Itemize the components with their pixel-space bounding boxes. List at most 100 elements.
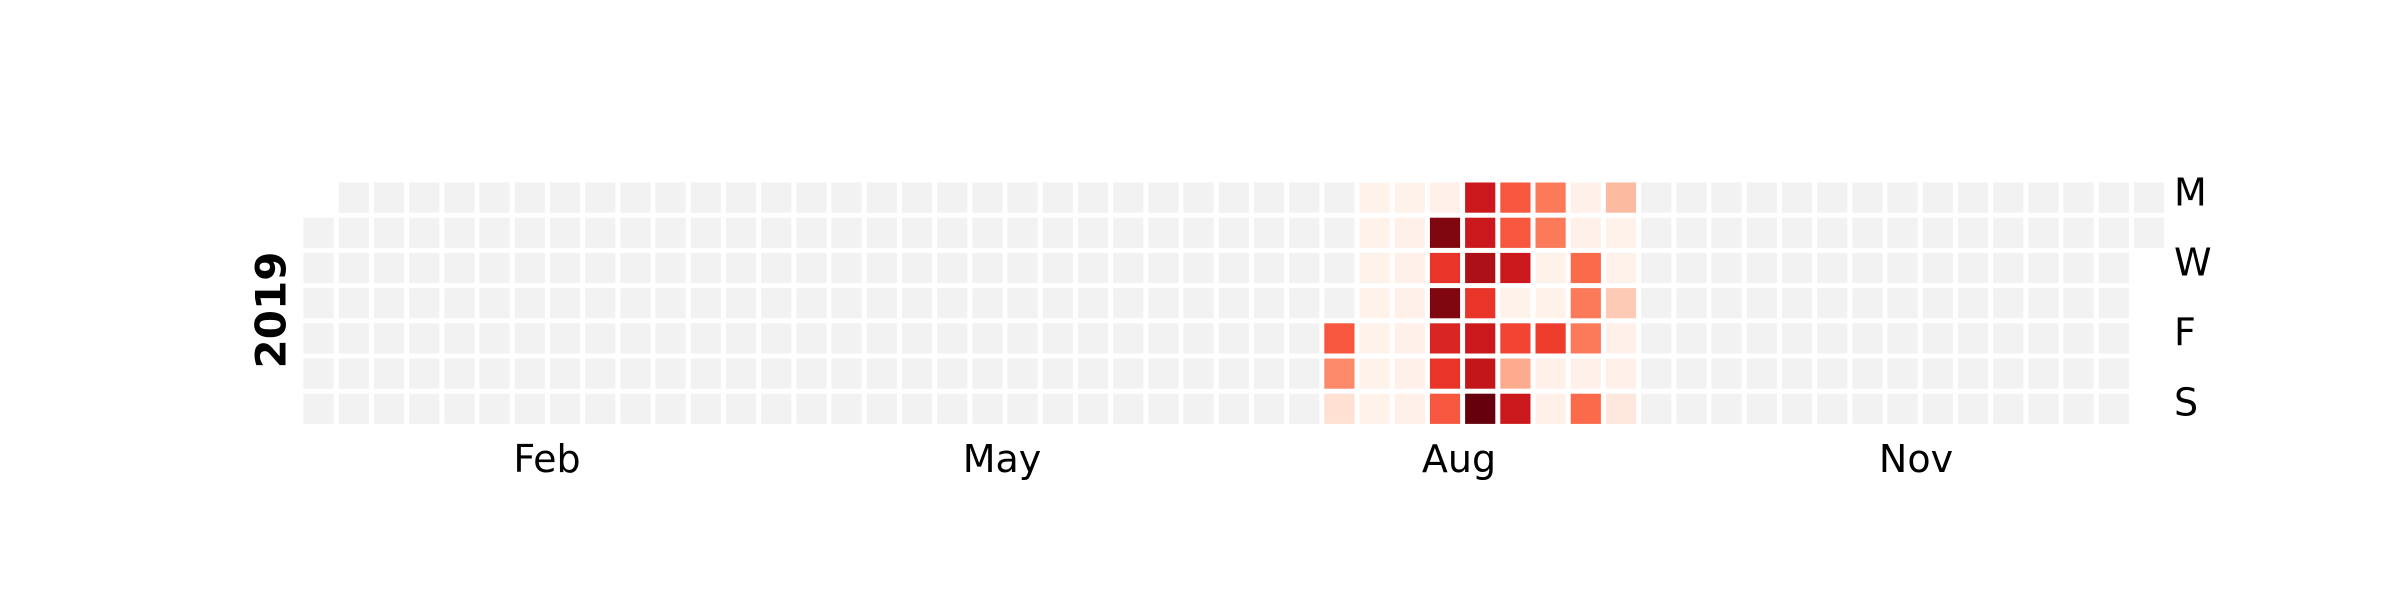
heatmap-cell: [1182, 322, 1215, 355]
heatmap-cell: [689, 287, 722, 320]
weekday-tick-label: W: [2174, 241, 2212, 285]
heatmap-cell: [1956, 322, 1990, 355]
heatmap-cell: [1323, 357, 1356, 390]
heatmap-cell: [1745, 322, 1778, 355]
month-tick-label: May: [963, 437, 1042, 481]
heatmap-cell: [1288, 181, 1321, 214]
heatmap-cell: [1534, 287, 1567, 320]
heatmap-cell: [584, 287, 617, 320]
heatmap-cell: [1569, 181, 1602, 214]
heatmap-cell: [1921, 181, 1954, 214]
heatmap-cell: [795, 287, 828, 320]
heatmap-cell: [1358, 392, 1391, 425]
heatmap-cell: [337, 287, 370, 320]
heatmap-cell: [408, 287, 441, 320]
heatmap-cell: [1041, 216, 1074, 249]
heatmap-cell: [1604, 392, 1638, 425]
heatmap-cell: [619, 392, 652, 425]
heatmap-cell: [1992, 392, 2025, 425]
heatmap-cell: [1041, 181, 1074, 214]
heatmap-cell: [795, 392, 828, 425]
heatmap-cell: [1851, 216, 1884, 249]
heatmap-cell: [1569, 392, 1602, 425]
heatmap-cell: [619, 322, 652, 355]
heatmap-cell: [1604, 216, 1638, 249]
heatmap-cell: [654, 357, 687, 390]
heatmap-cell: [760, 357, 793, 390]
heatmap-cell: [1252, 322, 1286, 355]
heatmap-cell: [1675, 251, 1708, 285]
heatmap-cell: [2097, 357, 2130, 390]
heatmap-cell: [936, 181, 969, 214]
heatmap-cell: [1041, 287, 1074, 320]
heatmap-cell: [1006, 322, 1039, 355]
heatmap-cell: [1428, 181, 1462, 214]
heatmap-cell: [619, 357, 652, 390]
heatmap-cell: [2097, 216, 2130, 249]
heatmap-cell: [865, 357, 898, 390]
heatmap-cell: [372, 357, 406, 390]
heatmap-cell: [1851, 392, 1884, 425]
heatmap-cell: [1499, 357, 1532, 390]
heatmap-cell: [1464, 287, 1497, 320]
heatmap-cell: [1112, 287, 1145, 320]
heatmap-cell: [1076, 322, 1110, 355]
heatmap-cell: [1393, 287, 1426, 320]
heatmap-cell: [1182, 216, 1215, 249]
heatmap-cell: [1886, 216, 1919, 249]
heatmap-cell: [654, 181, 687, 214]
heatmap-cell: [1745, 287, 1778, 320]
heatmap-cell: [689, 392, 722, 425]
heatmap-cell: [1745, 216, 1778, 249]
heatmap-cell: [619, 216, 652, 249]
heatmap-cell: [584, 216, 617, 249]
heatmap-cell: [1358, 216, 1391, 249]
heatmap-cell: [1710, 357, 1743, 390]
heatmap-cell: [1252, 181, 1286, 214]
heatmap-cell: [1464, 392, 1497, 425]
heatmap-cell: [724, 322, 758, 355]
heatmap-cell: [1288, 322, 1321, 355]
heatmap-cell: [2097, 392, 2130, 425]
month-tick-labels: Feb May Aug Nov: [513, 437, 1953, 481]
heatmap-cell: [1428, 392, 1462, 425]
heatmap-cell: [1534, 181, 1567, 214]
heatmap-cell: [584, 251, 617, 285]
heatmap-cell: [1076, 287, 1110, 320]
heatmap-cell: [548, 251, 582, 285]
heatmap-cell: [1217, 216, 1250, 249]
heatmap-cell: [1675, 392, 1708, 425]
heatmap-cell: [548, 322, 582, 355]
heatmap-cell: [1604, 322, 1638, 355]
month-tick-label: Feb: [513, 437, 580, 481]
heatmap-cell: [1112, 216, 1145, 249]
heatmap-cell: [372, 181, 406, 214]
heatmap-cell: [900, 216, 934, 249]
heatmap-cell: [1252, 251, 1286, 285]
heatmap-cell: [513, 322, 546, 355]
heatmap-cell: [478, 322, 511, 355]
year-label: 2019: [247, 252, 296, 369]
heatmap-cell: [302, 392, 335, 425]
month-tick-label: Nov: [1879, 437, 1953, 481]
heatmap-cell: [865, 251, 898, 285]
heatmap-cell: [1886, 357, 1919, 390]
heatmap-cell: [1851, 287, 1884, 320]
heatmap-cell: [1217, 357, 1250, 390]
heatmap-cell: [1112, 322, 1145, 355]
heatmap-cell: [724, 251, 758, 285]
heatmap-cell: [1816, 181, 1849, 214]
heatmap-cell: [1992, 357, 2025, 390]
heatmap-cell: [2027, 357, 2060, 390]
heatmap-cell: [1640, 322, 1673, 355]
heatmap-cell: [1428, 357, 1462, 390]
heatmap-cell: [760, 287, 793, 320]
heatmap-cell: [830, 287, 863, 320]
heatmap-cell: [1921, 392, 1954, 425]
heatmap-cell: [1252, 392, 1286, 425]
heatmap-cell: [1147, 357, 1180, 390]
heatmap-cell: [1006, 251, 1039, 285]
heatmap-cell: [548, 287, 582, 320]
weekday-tick-label: F: [2174, 311, 2196, 355]
heatmap-cell: [372, 392, 406, 425]
